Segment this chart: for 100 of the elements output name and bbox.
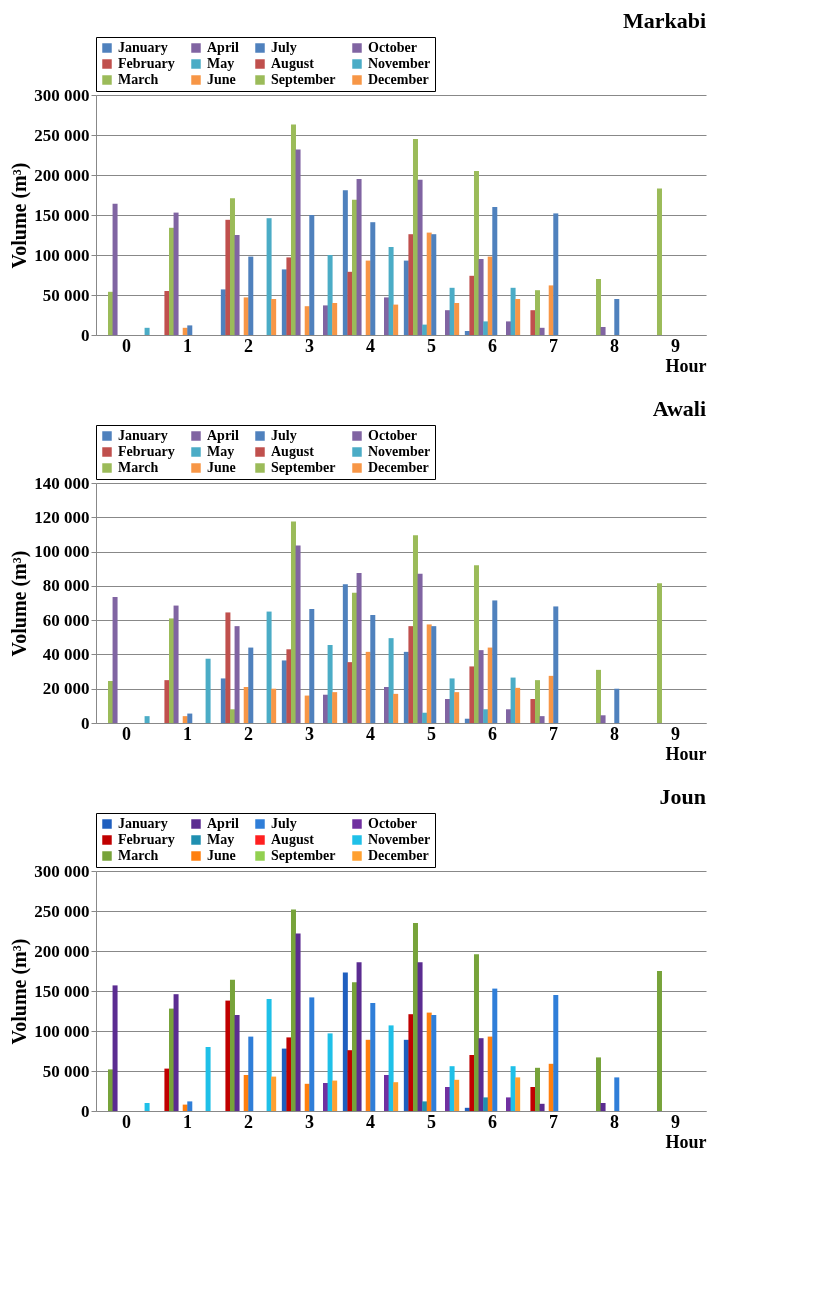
bar xyxy=(417,962,423,1111)
bar xyxy=(295,149,301,335)
bar xyxy=(164,680,170,723)
bar xyxy=(271,688,277,723)
x-tick-label: 9 xyxy=(671,335,680,356)
bar xyxy=(342,584,348,723)
bar xyxy=(506,1097,512,1111)
legend-label: April xyxy=(207,40,239,55)
bar xyxy=(144,1103,150,1111)
bar xyxy=(225,1000,231,1111)
x-tick-label: 9 xyxy=(671,723,680,744)
x-tick-label: 5 xyxy=(427,723,436,744)
bar xyxy=(144,716,150,723)
bar xyxy=(656,188,662,335)
chart-title: Awali xyxy=(652,395,706,421)
bar xyxy=(492,600,498,723)
y-tick-label: 100 000 xyxy=(34,542,90,562)
bar xyxy=(595,669,601,723)
bar xyxy=(205,658,211,723)
bar xyxy=(483,1097,489,1111)
bar xyxy=(656,971,662,1111)
y-tick-label: 150 000 xyxy=(34,205,90,225)
y-tick-label: 120 000 xyxy=(34,507,90,527)
bar xyxy=(534,1067,540,1111)
legend-label: March xyxy=(118,72,159,87)
legend-label: October xyxy=(368,40,417,55)
bar xyxy=(431,626,437,723)
bar xyxy=(187,713,193,723)
bar xyxy=(248,1036,254,1111)
bar xyxy=(351,199,357,335)
bar xyxy=(384,687,390,723)
bar xyxy=(356,962,362,1111)
bar xyxy=(656,583,662,723)
x-tick-label: 8 xyxy=(610,335,619,356)
legend-label: November xyxy=(368,832,431,847)
bar xyxy=(445,1087,451,1111)
bar xyxy=(225,219,231,335)
y-tick-label: 100 000 xyxy=(34,1021,90,1041)
bar xyxy=(506,709,512,723)
bar xyxy=(530,1087,536,1111)
bar xyxy=(342,190,348,335)
bar xyxy=(534,290,540,335)
bar xyxy=(187,1101,193,1111)
legend-label: February xyxy=(118,444,175,459)
bar xyxy=(356,573,362,723)
bar xyxy=(164,1068,170,1111)
bar xyxy=(515,1077,521,1111)
bar xyxy=(168,227,174,335)
legend-label: December xyxy=(368,460,429,475)
bar xyxy=(553,606,559,723)
bar xyxy=(112,203,118,335)
bar xyxy=(412,923,418,1111)
legend-label: August xyxy=(271,444,315,459)
legend-label: July xyxy=(271,428,297,443)
bar xyxy=(515,687,521,723)
legend-label: April xyxy=(207,428,239,443)
bar xyxy=(600,327,606,335)
bar xyxy=(248,256,254,335)
x-tick-label: 6 xyxy=(488,723,497,744)
legend-label: August xyxy=(271,832,315,847)
x-tick-label: 8 xyxy=(610,1111,619,1132)
bar xyxy=(408,626,414,723)
bar xyxy=(356,179,362,335)
bar xyxy=(271,1076,277,1111)
bar xyxy=(327,255,333,335)
x-tick-label: 0 xyxy=(122,335,131,356)
bar xyxy=(290,124,296,335)
bar xyxy=(168,1008,174,1111)
bar xyxy=(614,688,620,723)
bar xyxy=(469,1055,475,1111)
x-tick-label: 1 xyxy=(183,1111,192,1132)
bar xyxy=(388,247,394,335)
bar xyxy=(473,954,479,1111)
x-tick-label: 0 xyxy=(122,1111,131,1132)
bar xyxy=(553,213,559,335)
bar xyxy=(492,988,498,1111)
bar xyxy=(614,299,620,335)
y-tick-label: 250 000 xyxy=(34,901,90,921)
legend-label: September xyxy=(271,848,336,863)
x-tick-label: 3 xyxy=(305,335,314,356)
bar xyxy=(384,297,390,335)
x-tick-label: 4 xyxy=(366,723,375,744)
bar xyxy=(332,692,338,723)
legend-label: June xyxy=(207,848,236,863)
bar xyxy=(506,321,512,335)
bar xyxy=(351,592,357,723)
bar xyxy=(112,597,118,723)
legend-label: March xyxy=(118,848,159,863)
legend-label: August xyxy=(271,56,315,71)
x-tick-label: 3 xyxy=(305,723,314,744)
bar xyxy=(422,324,428,335)
bar xyxy=(173,605,179,723)
bar xyxy=(290,521,296,723)
y-tick-label: 200 000 xyxy=(34,941,90,961)
legend-label: December xyxy=(368,72,429,87)
chart-title: Joun xyxy=(659,783,706,809)
x-tick-label: 9 xyxy=(671,1111,680,1132)
legend-label: October xyxy=(368,816,417,831)
bar xyxy=(266,611,272,723)
bar xyxy=(309,997,315,1111)
